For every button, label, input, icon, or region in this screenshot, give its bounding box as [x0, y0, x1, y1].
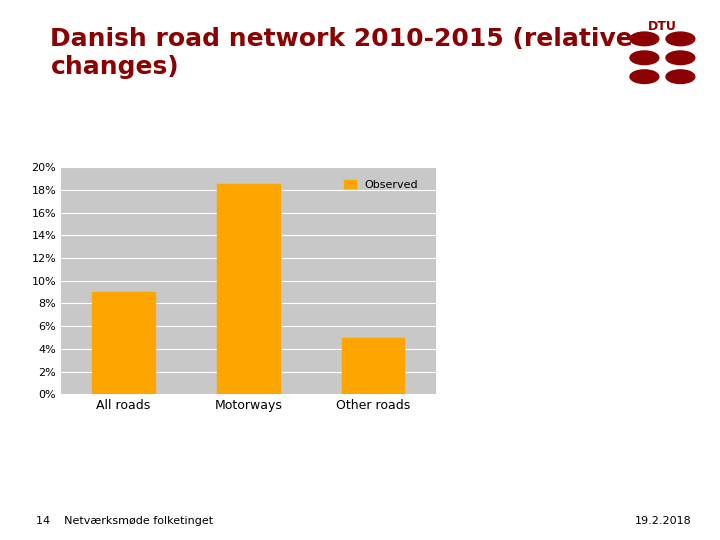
Text: DTU: DTU: [648, 20, 677, 33]
Bar: [92, 292, 155, 394]
Text: 14    Netværksmøde folketinget: 14 Netværksmøde folketinget: [36, 516, 213, 526]
Ellipse shape: [666, 32, 695, 46]
Ellipse shape: [666, 70, 695, 84]
Text: Danish road network 2010-2015 (relative
changes): Danish road network 2010-2015 (relative …: [50, 27, 633, 79]
Ellipse shape: [630, 70, 659, 84]
Bar: [342, 338, 405, 394]
Text: 19.2.2018: 19.2.2018: [634, 516, 691, 526]
Bar: [217, 185, 279, 394]
Ellipse shape: [630, 32, 659, 46]
Ellipse shape: [630, 51, 659, 65]
Ellipse shape: [666, 51, 695, 65]
Legend: Observed: Observed: [340, 175, 423, 194]
